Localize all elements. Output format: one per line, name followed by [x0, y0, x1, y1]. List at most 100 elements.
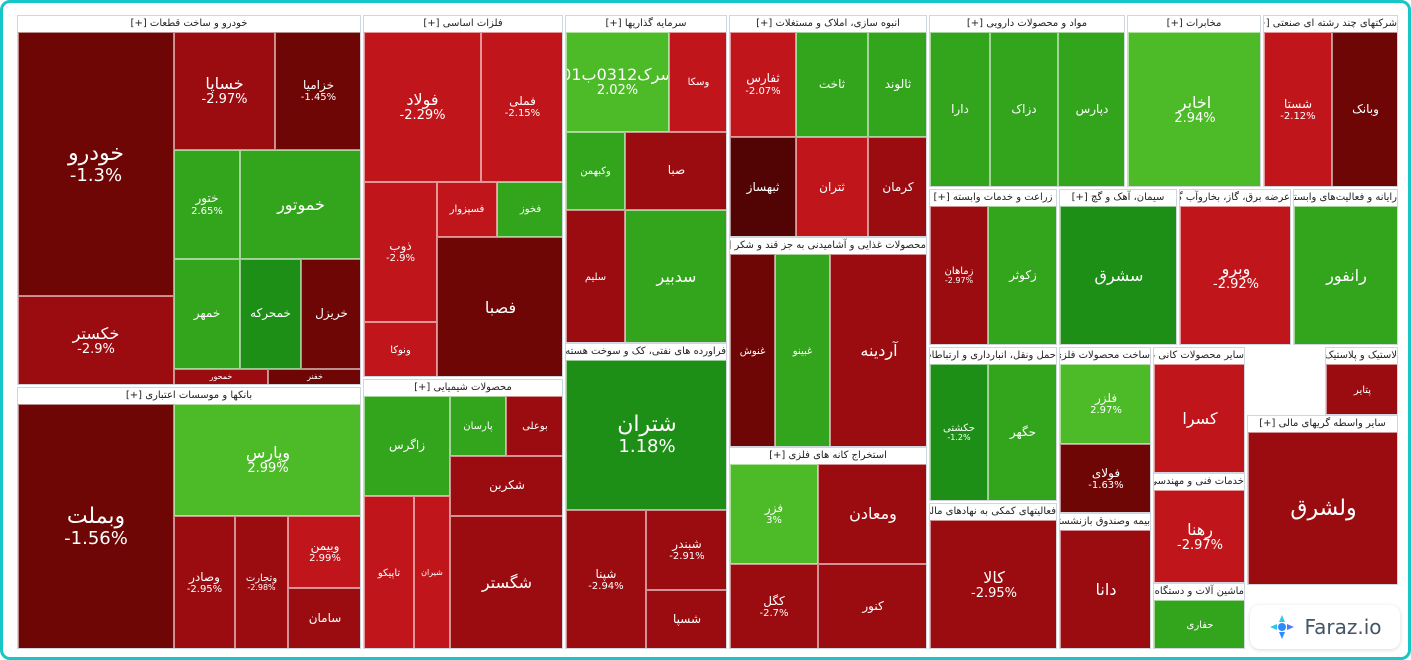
treemap-tile[interactable]: فلزر 2.97% [1060, 364, 1150, 444]
treemap-tile[interactable]: خمحور [174, 369, 268, 384]
treemap-tile[interactable]: کسرا [1154, 364, 1244, 472]
treemap-tile[interactable]: شگستر [450, 516, 562, 648]
sector-header[interactable]: محصولات غذایی و آشامیدنی به جز قند و شکر… [730, 238, 926, 255]
treemap-tile[interactable]: زاگرس [364, 396, 450, 496]
sector-header[interactable]: خودرو و ساخت قطعات [+] [18, 16, 360, 33]
treemap-tile[interactable]: ثاخت [796, 32, 868, 137]
treemap-tile[interactable]: رانفور [1294, 206, 1397, 344]
sector-header[interactable]: خدمات فنی و مهندسی [+] [1154, 474, 1244, 491]
sector-header[interactable]: فلزات اساسی [+] [364, 16, 562, 33]
treemap-tile[interactable]: خودرو -1.3% [18, 32, 174, 296]
sector-header[interactable]: سرمایه گذاریها [+] [566, 16, 726, 33]
sector-header[interactable]: ماشین آلات و دستگاه‌ها [+] [1154, 584, 1244, 601]
treemap-tile[interactable]: غنوش [730, 254, 775, 446]
treemap-tile[interactable]: خمهر [174, 259, 240, 369]
treemap-tile[interactable]: وبملت -1.56% [18, 404, 174, 648]
sector-header[interactable]: حمل ونقل، انبارداری و ارتباطات [+] [930, 348, 1056, 365]
treemap-tile[interactable]: فصبا [437, 237, 562, 376]
treemap-tile[interactable]: فخوز [497, 182, 562, 237]
treemap-tile[interactable]: وبیمن 2.99% [288, 516, 360, 588]
treemap-tile[interactable]: غبینو [775, 254, 830, 446]
treemap-tile[interactable]: ومعادن [818, 464, 926, 564]
sector-header[interactable]: محصولات شیمیایی [+] [364, 380, 562, 397]
treemap-tile[interactable]: خموتور [240, 150, 360, 259]
sector-header[interactable]: سایر محصولات کانی غیرفلزی [+] [1154, 348, 1244, 365]
treemap-tile[interactable]: خمحرکه [240, 259, 301, 369]
treemap-tile[interactable]: خزامیا -1.45% [275, 32, 360, 150]
treemap-tile[interactable]: وپارس 2.99% [174, 404, 360, 516]
treemap-tile[interactable]: ثالوند [868, 32, 926, 137]
treemap-tile[interactable]: سدبیر [625, 210, 726, 342]
treemap-tile[interactable]: فولاد -2.29% [364, 32, 481, 182]
sector-header[interactable]: ساخت محصولات فلزی [+] [1060, 348, 1150, 365]
treemap-tile[interactable]: ثبهساز [730, 137, 796, 236]
brand-badge[interactable]: Faraz.io [1250, 605, 1400, 649]
sector-header[interactable]: استخراج کانه های فلزی [+] [730, 448, 926, 465]
treemap-tile[interactable]: اخابر 2.94% [1128, 32, 1260, 186]
treemap-tile[interactable]: وبانک [1332, 32, 1397, 186]
treemap-tile[interactable]: حگهر [988, 364, 1056, 500]
treemap-tile[interactable]: ثفارس -2.07% [730, 32, 796, 137]
treemap-tile[interactable]: سامان [288, 588, 360, 648]
treemap-tile[interactable]: دارا [930, 32, 990, 186]
treemap-tile[interactable]: فملی -2.15% [481, 32, 562, 182]
treemap-tile[interactable]: وصادر -2.95% [174, 516, 235, 648]
treemap-tile[interactable]: پتایر [1326, 364, 1397, 414]
treemap-tile[interactable]: تاپیکو [364, 496, 414, 648]
treemap-tile[interactable]: رهنا -2.97% [1154, 490, 1244, 582]
treemap-tile[interactable]: ثتران [796, 137, 868, 236]
sector-header[interactable]: زراعت و خدمات وابسته [+] [930, 190, 1056, 207]
treemap-tile[interactable]: فسپزوار [437, 182, 497, 237]
sector-header[interactable]: مواد و محصولات دارویی [+] [930, 16, 1124, 33]
treemap-tile[interactable]: فولای -1.63% [1060, 444, 1150, 512]
treemap-tile[interactable]: شبندر -2.91% [646, 510, 726, 590]
treemap-tile[interactable]: کالا -2.95% [930, 520, 1056, 648]
sector-header[interactable]: بانکها و موسسات اعتباری [+] [18, 388, 360, 405]
treemap-tile[interactable]: زماهان -2.97% [930, 206, 988, 344]
sector-header[interactable]: شرکتهای چند رشته ای صنعتی [+] [1264, 16, 1397, 33]
sector-header[interactable]: فراورده های نفتی، کک و سوخت هسته ای [+] [566, 344, 726, 361]
treemap-tile[interactable]: بوعلی [506, 396, 562, 456]
treemap-tile[interactable]: ذوب -2.9% [364, 182, 437, 322]
treemap-tile[interactable]: شتران 1.18% [566, 360, 726, 510]
treemap-tile[interactable]: شسپا [646, 590, 726, 648]
treemap-tile[interactable]: ونوکا [364, 322, 437, 376]
treemap-tile[interactable]: وسکا [669, 32, 726, 132]
treemap-tile[interactable]: شیران [414, 496, 450, 648]
sector-header[interactable]: سایر واسطه گریهای مالی [+] [1248, 416, 1397, 433]
treemap-tile[interactable]: خساپا -2.97% [174, 32, 275, 150]
treemap-tile[interactable]: خفنر [268, 369, 360, 384]
sector-header[interactable]: عرضه برق، گاز، بخاروآب گرم [+] [1180, 190, 1290, 207]
treemap-tile[interactable]: زکوثر [988, 206, 1056, 344]
treemap-tile[interactable]: دپارس [1058, 32, 1124, 186]
treemap-tile[interactable]: آردینه [830, 254, 926, 446]
treemap-tile[interactable]: ولشرق [1248, 432, 1397, 584]
sector-header[interactable]: لاستیک و پلاستیک [+] [1326, 348, 1397, 365]
treemap-tile[interactable]: شپنا -2.94% [566, 510, 646, 648]
sector-header[interactable]: مخابرات [+] [1128, 16, 1260, 33]
treemap-tile[interactable]: وکبهمن [566, 132, 625, 210]
treemap-tile[interactable]: کرمان [868, 137, 926, 236]
sector-header[interactable]: فعالیتهای کمکی به نهادهای مالی واسط [+] [930, 504, 1056, 521]
treemap-tile[interactable]: شستا -2.12% [1264, 32, 1332, 186]
treemap-tile[interactable]: خریزل [301, 259, 360, 369]
sector-header[interactable]: بیمه وصندوق بازنشستگی [+] [1060, 514, 1150, 531]
treemap-tile[interactable]: وبرو -2.92% [1180, 206, 1290, 344]
treemap-tile[interactable]: شکربن [450, 456, 562, 516]
treemap-tile[interactable]: ختور 2.65% [174, 150, 240, 259]
treemap-tile[interactable]: حفاری [1154, 600, 1244, 648]
treemap-tile[interactable]: خکستر -2.9% [18, 296, 174, 384]
treemap-tile[interactable]: صبا [625, 132, 726, 210]
treemap-tile[interactable]: کگل -2.7% [730, 564, 818, 648]
treemap-tile[interactable]: حکشتی -1.2% [930, 364, 988, 500]
treemap-tile[interactable]: فزر 3% [730, 464, 818, 564]
sector-header[interactable]: رایانه و فعالیت‌های وابسته [+] [1294, 190, 1397, 207]
treemap-tile[interactable]: سرک0312ب012.02% [566, 32, 669, 132]
treemap-tile[interactable]: دزاک [990, 32, 1058, 186]
treemap-tile[interactable]: وتجارت -2.98% [235, 516, 288, 648]
sector-header[interactable]: انبوه سازی، املاک و مستغلات [+] [730, 16, 926, 33]
treemap-tile[interactable]: پارسان [450, 396, 506, 456]
treemap-tile[interactable]: سلیم [566, 210, 625, 342]
treemap-tile[interactable]: سشرق [1060, 206, 1176, 344]
sector-header[interactable]: سیمان، آهک و گچ [+] [1060, 190, 1176, 207]
